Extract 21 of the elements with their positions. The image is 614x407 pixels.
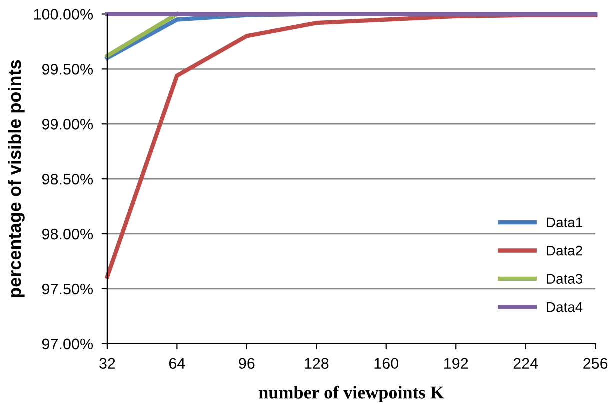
y-tick-label: 98.50% [42,174,94,185]
x-tick-label: 32 [100,358,116,370]
y-tick-label: 97.50% [42,284,94,295]
legend-label: Data3 [547,274,582,284]
x-axis-title: number of viewpoints K [259,386,444,402]
x-tick-label: 224 [514,358,538,369]
legend-label: Data1 [547,218,582,228]
y-tick-label: 97.00% [42,338,94,350]
x-tick-label: 64 [169,358,186,370]
y-axis-title: percentage of visible points [8,60,25,298]
x-tick-label: 128 [305,358,329,370]
y-tick-label: 99.50% [42,64,94,75]
y-tick-label: 98.00% [42,228,94,240]
x-tick-label: 160 [374,358,399,370]
x-tick-label: 96 [239,358,255,370]
x-tick-label: 256 [584,358,608,370]
legend-label: Data4 [547,302,583,312]
x-tick-label: 192 [444,358,468,370]
legend-label: Data2 [547,246,582,256]
y-tick-label: 99.00% [42,119,94,130]
y-tick-label: 100.00% [34,9,94,20]
